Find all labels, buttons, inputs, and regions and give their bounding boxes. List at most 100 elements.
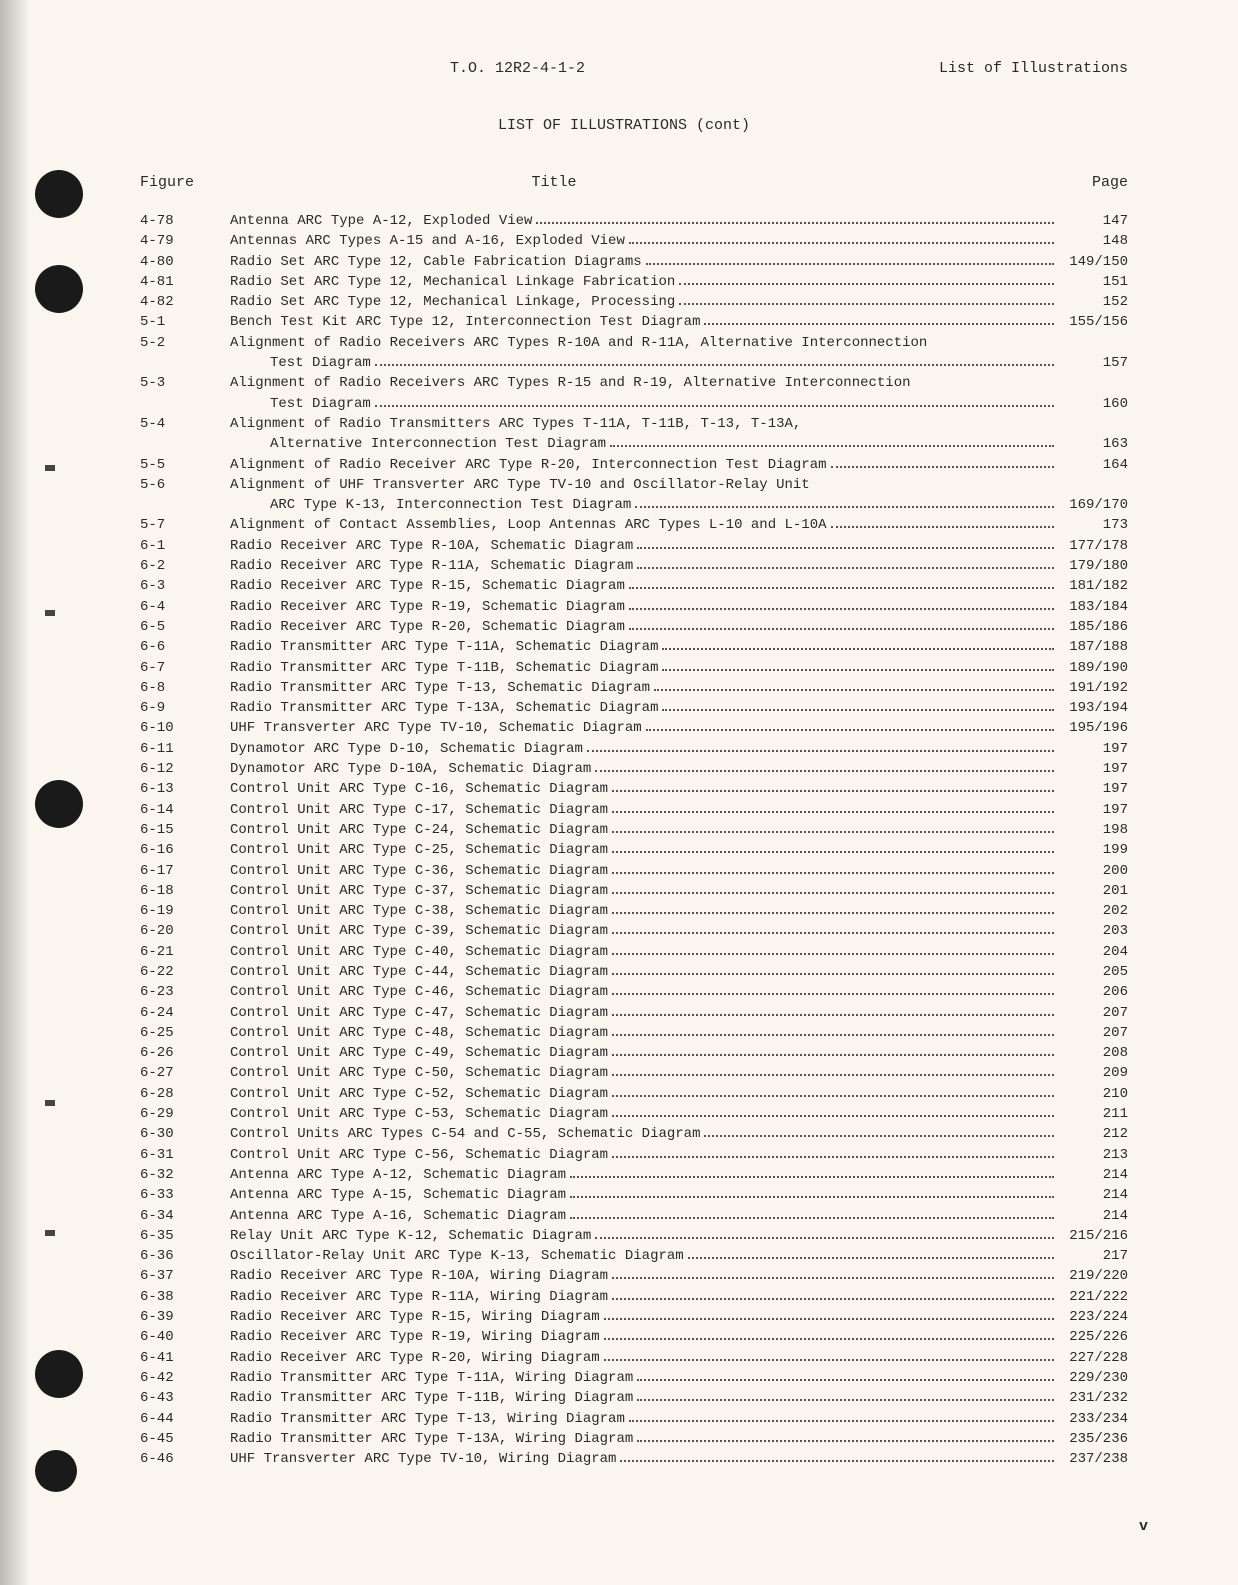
- entry-title-wrap: Control Unit ARC Type C-44, Schematic Di…: [230, 962, 1058, 982]
- punch-hole-icon: [35, 780, 83, 828]
- entry-figure: 6-23: [140, 982, 230, 1002]
- list-entry: 6-9Radio Transmitter ARC Type T-13A, Sch…: [140, 698, 1128, 718]
- punch-hole-icon: [35, 1450, 77, 1492]
- entry-title-wrap: Control Unit ARC Type C-48, Schematic Di…: [230, 1023, 1058, 1043]
- entry-page: 149/150: [1058, 252, 1128, 272]
- entry-figure: 5-4: [140, 414, 230, 434]
- entry-figure: 6-31: [140, 1145, 230, 1165]
- entry-title-wrap: Control Unit ARC Type C-47, Schematic Di…: [230, 1003, 1058, 1023]
- entry-figure: 6-3: [140, 576, 230, 596]
- dot-leader: [610, 445, 1054, 447]
- entry-title: Control Unit ARC Type C-24, Schematic Di…: [230, 820, 608, 840]
- entry-figure: 6-30: [140, 1124, 230, 1144]
- entry-figure: 6-37: [140, 1266, 230, 1286]
- entry-figure: 6-19: [140, 901, 230, 921]
- list-entry: 6-15Control Unit ARC Type C-24, Schemati…: [140, 820, 1128, 840]
- entry-page: 199: [1058, 840, 1128, 860]
- punch-hole-icon: [35, 265, 83, 313]
- list-entry: 6-1Radio Receiver ARC Type R-10A, Schema…: [140, 536, 1128, 556]
- entry-figure: 5-1: [140, 312, 230, 332]
- entry-title: Radio Receiver ARC Type R-11A, Wiring Di…: [230, 1287, 608, 1307]
- dot-leader: [612, 851, 1054, 853]
- entry-title-wrap: Antennas ARC Types A-15 and A-16, Explod…: [230, 231, 1058, 251]
- entry-page: 231/232: [1058, 1388, 1128, 1408]
- entry-title-wrap: Alignment of Radio Receivers ARC Types R…: [230, 373, 1058, 393]
- entry-figure: 6-12: [140, 759, 230, 779]
- entry-title: Antenna ARC Type A-12, Exploded View: [230, 211, 532, 231]
- dot-leader: [595, 1237, 1054, 1239]
- entry-title-wrap: Radio Receiver ARC Type R-15, Schematic …: [230, 576, 1058, 596]
- entry-page: 208: [1058, 1043, 1128, 1063]
- entry-title-wrap: Radio Set ARC Type 12, Mechanical Linkag…: [230, 272, 1058, 292]
- entry-title-wrap: Control Unit ARC Type C-49, Schematic Di…: [230, 1043, 1058, 1063]
- entry-title-wrap: Radio Transmitter ARC Type T-13A, Schema…: [230, 698, 1058, 718]
- entry-title-wrap: Radio Receiver ARC Type R-11A, Wiring Di…: [230, 1287, 1058, 1307]
- dot-leader: [612, 1298, 1054, 1300]
- list-entry: 6-7Radio Transmitter ARC Type T-11B, Sch…: [140, 658, 1128, 678]
- list-entry: 6-43Radio Transmitter ARC Type T-11B, Wi…: [140, 1388, 1128, 1408]
- punch-hole-icon: [35, 1350, 83, 1398]
- list-entry: 4-82Radio Set ARC Type 12, Mechanical Li…: [140, 292, 1128, 312]
- entry-figure: 6-32: [140, 1165, 230, 1185]
- dot-leader: [637, 547, 1054, 549]
- dot-leader: [629, 587, 1054, 589]
- list-entry: 6-36Oscillator-Relay Unit ARC Type K-13,…: [140, 1246, 1128, 1266]
- entry-title: Radio Set ARC Type 12, Cable Fabrication…: [230, 252, 642, 272]
- list-entry: 6-39Radio Receiver ARC Type R-15, Wiring…: [140, 1307, 1128, 1327]
- entry-title-wrap: UHF Transverter ARC Type TV-10, Schemati…: [230, 718, 1058, 738]
- dot-leader: [536, 222, 1054, 224]
- list-entry: 5-5Alignment of Radio Receiver ARC Type …: [140, 455, 1128, 475]
- entry-figure: 6-24: [140, 1003, 230, 1023]
- entry-page: 211: [1058, 1104, 1128, 1124]
- list-entry: 6-8Radio Transmitter ARC Type T-13, Sche…: [140, 678, 1128, 698]
- list-entry: 6-28Control Unit ARC Type C-52, Schemati…: [140, 1084, 1128, 1104]
- dot-leader: [662, 709, 1054, 711]
- entry-figure: 6-26: [140, 1043, 230, 1063]
- entry-title: Radio Receiver ARC Type R-19, Schematic …: [230, 597, 625, 617]
- entry-title: Control Unit ARC Type C-52, Schematic Di…: [230, 1084, 608, 1104]
- entry-figure: 5-7: [140, 515, 230, 535]
- dot-leader: [587, 750, 1054, 752]
- entry-page: 157: [1058, 353, 1128, 373]
- entry-figure: 6-44: [140, 1409, 230, 1429]
- entry-page: 202: [1058, 901, 1128, 921]
- margin-mark-icon: [45, 1230, 55, 1236]
- dot-leader: [595, 770, 1054, 772]
- dot-leader: [637, 567, 1054, 569]
- entry-title-wrap: Antenna ARC Type A-12, Exploded View: [230, 211, 1058, 231]
- entry-title: Dynamotor ARC Type D-10, Schematic Diagr…: [230, 739, 583, 759]
- entry-figure: 6-14: [140, 800, 230, 820]
- entry-title: Radio Transmitter ARC Type T-13, Schemat…: [230, 678, 650, 698]
- list-entry: 4-80Radio Set ARC Type 12, Cable Fabrica…: [140, 252, 1128, 272]
- entry-title: Radio Transmitter ARC Type T-11A, Schema…: [230, 637, 658, 657]
- entry-page: 205: [1058, 962, 1128, 982]
- col-page: Page: [1058, 174, 1128, 191]
- entry-title: Alignment of UHF Transverter ARC Type TV…: [230, 475, 810, 495]
- entry-page: 183/184: [1058, 597, 1128, 617]
- entry-figure: 6-46: [140, 1449, 230, 1469]
- entry-page: 233/234: [1058, 1409, 1128, 1429]
- entry-page: 206: [1058, 982, 1128, 1002]
- list-entry: 6-5Radio Receiver ARC Type R-20, Schemat…: [140, 617, 1128, 637]
- list-entry: 6-6Radio Transmitter ARC Type T-11A, Sch…: [140, 637, 1128, 657]
- entry-page: 191/192: [1058, 678, 1128, 698]
- entry-title: Oscillator-Relay Unit ARC Type K-13, Sch…: [230, 1246, 684, 1266]
- entry-page: 210: [1058, 1084, 1128, 1104]
- entry-title: Alignment of Radio Transmitters ARC Type…: [230, 414, 801, 434]
- section-title: LIST OF ILLUSTRATIONS (cont): [100, 117, 1148, 134]
- dot-leader: [620, 1460, 1054, 1462]
- dot-leader: [612, 892, 1054, 894]
- entry-title-wrap: Test Diagram: [230, 394, 1058, 414]
- entry-title-wrap: Radio Set ARC Type 12, Mechanical Linkag…: [230, 292, 1058, 312]
- entry-title-wrap: Control Unit ARC Type C-39, Schematic Di…: [230, 921, 1058, 941]
- entry-title: Radio Transmitter ARC Type T-11B, Wiring…: [230, 1388, 633, 1408]
- entry-title-wrap: Alternative Interconnection Test Diagram: [230, 434, 1058, 454]
- entry-title-wrap: Bench Test Kit ARC Type 12, Interconnect…: [230, 312, 1058, 332]
- list-entry: Test Diagram157: [140, 353, 1128, 373]
- entry-title: Alignment of Contact Assemblies, Loop An…: [230, 515, 827, 535]
- col-title: Title: [230, 174, 1058, 191]
- entry-title: Alignment of Radio Receivers ARC Types R…: [230, 373, 911, 393]
- entry-page: 169/170: [1058, 495, 1128, 515]
- dot-leader: [646, 263, 1054, 265]
- entry-page: 204: [1058, 942, 1128, 962]
